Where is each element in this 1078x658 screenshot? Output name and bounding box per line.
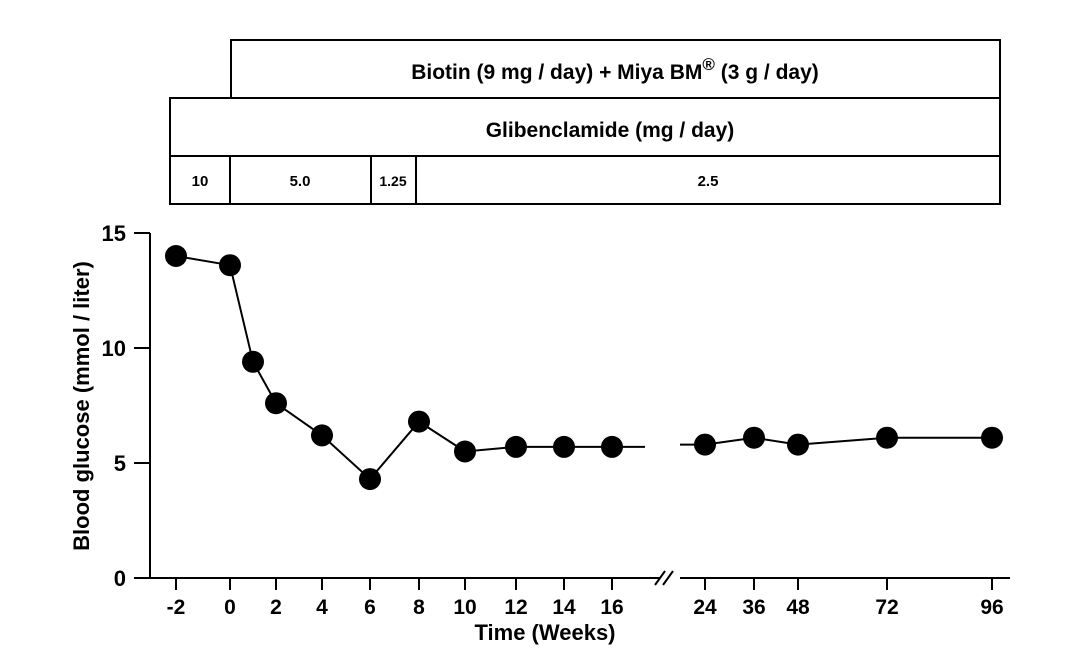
- x-axis-break-mark: [654, 570, 674, 586]
- y-tick-label: 15: [102, 221, 126, 246]
- y-tick-label: 5: [114, 451, 126, 476]
- x-tick-label: 72: [875, 596, 898, 619]
- x-tick-label: 96: [980, 596, 1003, 619]
- data-point: [505, 435, 527, 458]
- axes: Blood glucose (mmol / liter) Time (Weeks…: [69, 233, 1010, 645]
- x-tick-label: 36: [742, 596, 765, 619]
- data-point: [876, 426, 898, 449]
- series-line-segments: [175, 255, 992, 481]
- data-point: [359, 468, 381, 491]
- x-tick-label: 24: [693, 596, 717, 619]
- plot-area: [165, 245, 1003, 491]
- data-point: [787, 433, 809, 456]
- data-point: [219, 254, 241, 277]
- data-point: [311, 424, 333, 447]
- x-tick-label: 0: [224, 596, 236, 619]
- data-points: [165, 245, 1003, 491]
- x-tick-label: 16: [600, 596, 623, 619]
- x-tick-label: 4: [316, 596, 328, 619]
- series-line: [680, 436, 992, 446]
- x-axis-title: Time (Weeks): [474, 620, 615, 645]
- data-point: [165, 245, 187, 267]
- y-axis-title: Blood glucose (mmol / liter): [69, 261, 94, 551]
- dose-5-0: 5.0: [290, 173, 311, 190]
- dose-1-25: 1.25: [379, 173, 406, 189]
- data-point: [601, 435, 623, 458]
- biotin-label: Biotin (9 mg / day) + Miya BM® (3 g / da…: [411, 55, 819, 84]
- x-tick-label: 6: [364, 596, 376, 619]
- data-point: [454, 440, 476, 463]
- data-point: [553, 435, 575, 458]
- x-tick-label: 2: [270, 596, 282, 619]
- x-tick-label: 48: [786, 596, 810, 619]
- treatment-regimen-table: Biotin (9 mg / day) + Miya BM® (3 g / da…: [169, 39, 1001, 205]
- data-point: [694, 433, 716, 456]
- dose-row-box: [169, 155, 1001, 205]
- y-tick-label: 0: [114, 566, 126, 591]
- data-point: [743, 426, 765, 449]
- data-point: [242, 350, 264, 373]
- dose-10: 10: [192, 173, 209, 190]
- data-point: [981, 426, 1003, 449]
- x-tick-label: -2: [167, 596, 186, 619]
- y-ticks: 0 5 10 15: [102, 221, 150, 591]
- x-tick-label: 10: [453, 596, 476, 619]
- x-tick-label: 8: [413, 596, 425, 619]
- y-tick-label: 10: [102, 336, 126, 361]
- data-point: [408, 410, 430, 433]
- x-tick-label: 14: [552, 596, 576, 619]
- x-ticks: -2 0 2 4 6 8 10 12 14 16 24 36 48 72 96: [167, 578, 1004, 619]
- glibenclamide-label: Glibenclamide (mg / day): [486, 119, 735, 142]
- data-point: [265, 392, 287, 415]
- dose-2-5: 2.5: [698, 173, 719, 190]
- x-tick-label: 12: [504, 596, 527, 619]
